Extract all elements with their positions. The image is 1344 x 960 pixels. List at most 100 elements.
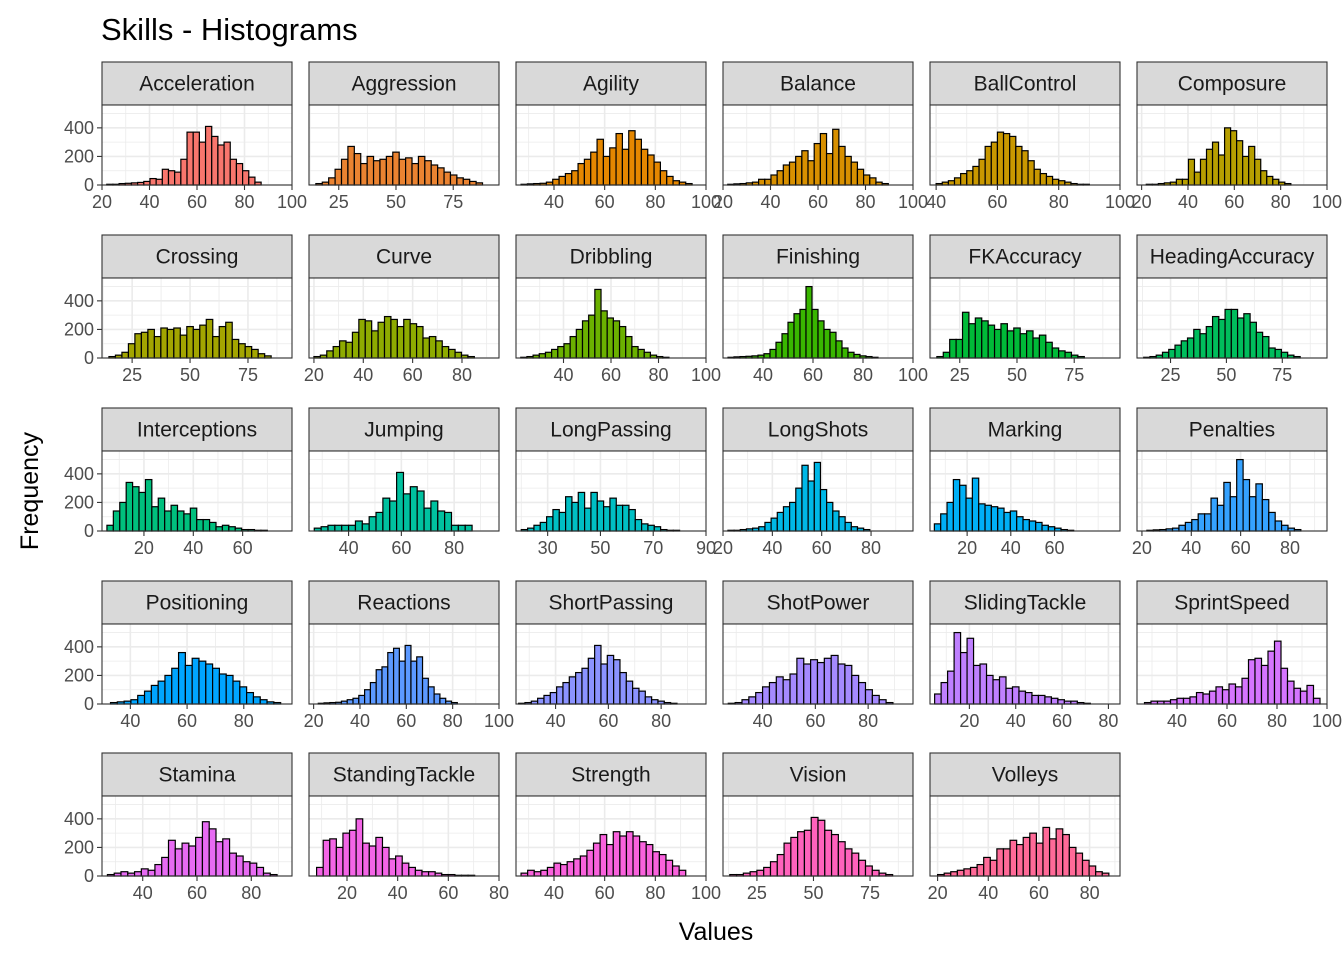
facet-strip-label: Finishing (776, 246, 860, 269)
histogram-bar (813, 142, 821, 186)
histogram-bar (176, 510, 185, 532)
histogram-bar (796, 657, 805, 705)
histogram-bar (1174, 344, 1182, 359)
facet-aggression: Aggression 25 50 75 (308, 61, 500, 212)
histogram-bar (776, 511, 785, 532)
histogram-bar (603, 506, 611, 532)
histogram-bar (379, 158, 387, 186)
histogram-bar (150, 684, 159, 705)
histogram-bar (149, 177, 157, 186)
x-tick-label: 80 (853, 365, 873, 385)
facet-strip (308, 407, 500, 452)
x-tick-label: 40 (139, 192, 159, 212)
facet-strip-label: Balance (780, 73, 856, 96)
facet-longshots: LongShots 20 40 60 80 (713, 407, 914, 558)
histogram-bar (1057, 699, 1065, 705)
facet-strip (1136, 61, 1328, 106)
histogram-bar (1042, 826, 1051, 877)
histogram-bar (527, 869, 535, 877)
x-tick-label: 40 (760, 192, 780, 212)
panel-border (101, 623, 293, 705)
histogram-bar (556, 686, 564, 705)
chart-title: Skills - Histograms (101, 12, 358, 47)
facet-strip (308, 752, 500, 797)
facet-strip (929, 580, 1121, 625)
histogram-bar (628, 508, 636, 532)
histogram-bar (838, 145, 846, 186)
histogram-bar (625, 680, 634, 705)
panel-border (515, 104, 707, 186)
histogram-bar (637, 348, 645, 359)
histogram-bar (1026, 330, 1034, 359)
histogram-bar (388, 858, 397, 877)
histogram-bar (173, 327, 181, 359)
facet-composure: Composure 20 40 60 80 100 (1132, 61, 1342, 212)
histogram-bar (358, 694, 366, 705)
histogram-bar (972, 664, 981, 705)
histogram-bar (239, 686, 248, 705)
histogram-bar (1022, 518, 1030, 532)
histogram-bar (1182, 697, 1191, 705)
histogram-bar (575, 328, 584, 359)
x-tick-label: 80 (648, 365, 668, 385)
y-tick-label: 0 (84, 694, 94, 714)
histogram-bar (647, 154, 655, 186)
histogram-bar (639, 841, 647, 877)
histogram-bar (196, 518, 204, 532)
histogram-bar (1199, 158, 1208, 186)
x-tick-label: 40 (1181, 538, 1201, 558)
histogram-bar (1229, 496, 1238, 532)
histogram-bar (539, 521, 548, 532)
histogram-bar (575, 671, 583, 705)
x-tick-label: 60 (403, 365, 423, 385)
histogram-bar (790, 836, 799, 877)
histogram-bar (546, 516, 554, 532)
histogram-bar (134, 333, 142, 359)
histogram-bar (1009, 135, 1017, 186)
x-tick-label: 80 (1080, 883, 1100, 903)
x-tick-label: 75 (1272, 365, 1292, 385)
histogram-bar (587, 657, 596, 705)
facet-strip (929, 407, 1121, 452)
histogram-bar (334, 168, 343, 186)
histogram-bar (577, 162, 585, 186)
facet-ballcontrol: BallControl 40 60 80 100 (926, 61, 1135, 212)
histogram-bar (549, 691, 558, 705)
histogram-bar (837, 841, 846, 877)
histogram-bar (181, 842, 190, 877)
histogram-bar (956, 869, 965, 877)
histogram-bar (563, 343, 571, 359)
histogram-bar (764, 178, 772, 186)
facet-strength: Strength 40 60 80 100 (515, 752, 721, 903)
histogram-bar (953, 177, 962, 186)
histogram-bar (140, 331, 149, 359)
histogram-bar (167, 170, 176, 186)
histogram-bar (979, 663, 988, 705)
histogram-bar (1280, 524, 1289, 532)
histogram-bar (1064, 351, 1073, 359)
histogram-bar (813, 461, 822, 532)
histogram-bar (1218, 318, 1226, 359)
x-tick-label: 20 (713, 192, 733, 212)
panel-border (308, 450, 500, 532)
histogram-bar (377, 321, 386, 359)
y-tick-label: 400 (64, 637, 94, 657)
histogram-bar (551, 348, 559, 359)
histogram-bar (405, 157, 413, 186)
histogram-bar (619, 835, 628, 877)
histogram-bar (464, 524, 473, 532)
histogram-bar (993, 328, 1002, 359)
histogram-bar (395, 855, 403, 877)
histogram-bar (1266, 175, 1274, 186)
histogram-bar (835, 340, 843, 359)
histogram-bar (581, 667, 589, 705)
histogram-bar (1248, 145, 1256, 186)
histogram-bar (795, 487, 803, 532)
histogram-bar (678, 869, 687, 877)
panel-border (515, 623, 707, 705)
histogram-bar (782, 506, 791, 532)
histogram-bar (368, 516, 377, 532)
histogram-bar (1262, 335, 1270, 359)
histogram-bar (341, 524, 350, 532)
